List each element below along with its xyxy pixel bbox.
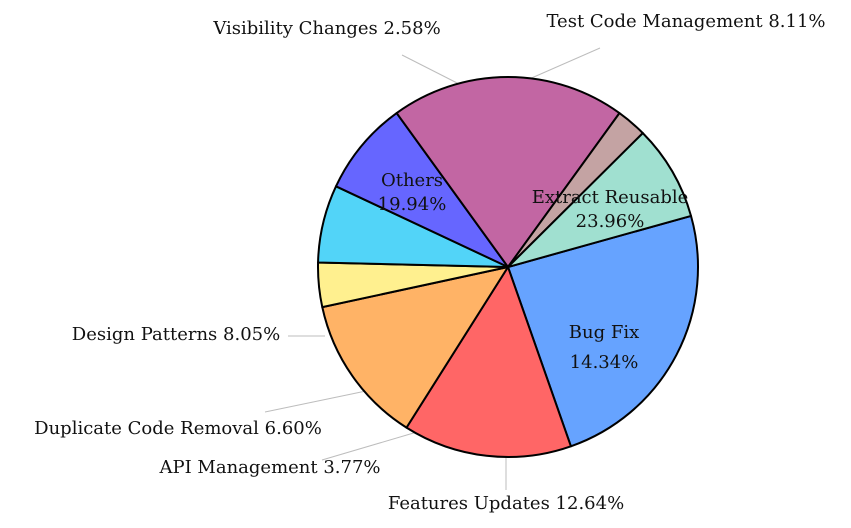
- label-features-updates-name: Features Updates: [388, 493, 550, 514]
- slice-others: [395, 76, 621, 268]
- leader-lines: [264, 47, 601, 490]
- label-extract-reusable-name: Extract Reusable: [532, 187, 689, 208]
- label-bug-fix-value: 14.34%: [570, 352, 639, 373]
- label-design-patterns: Design Patterns 8.05%: [72, 324, 280, 345]
- slice-labels: Extract Reusable 23.96% Bug Fix 14.34% Featu…: [34, 11, 825, 514]
- label-visibility-changes-value: 2.58%: [378, 18, 441, 39]
- label-duplicate-code-removal: Duplicate Code Removal 6.60%: [34, 418, 322, 439]
- label-others-name: Others: [381, 170, 443, 191]
- slice-extract-reusable: [507, 214, 699, 448]
- label-extract-reusable-value: 23.96%: [576, 211, 645, 232]
- label-features-updates-value: 12.64%: [550, 493, 624, 514]
- slice-test-code-management: [507, 132, 692, 268]
- slice-design-patterns: [335, 112, 509, 268]
- leader-api-management: [321, 431, 418, 461]
- slice-bug-fix: [405, 266, 572, 458]
- leader-duplicate-code-removal: [264, 390, 367, 413]
- label-test-code-management-name: Test Code Management: [546, 11, 763, 32]
- slice-features-updates: [321, 266, 509, 429]
- label-test-code-management: Test Code Management 8.11%: [546, 11, 825, 32]
- label-features-updates: Features Updates 12.64%: [388, 493, 624, 514]
- label-duplicate-code-removal-value: 6.60%: [259, 418, 322, 439]
- label-test-code-management-value: 8.11%: [763, 11, 826, 32]
- label-visibility-changes-name: Visibility Changes: [212, 18, 377, 39]
- label-api-management-name: API Management: [158, 457, 318, 478]
- label-visibility-changes: Visibility Changes 2.58%: [212, 18, 440, 39]
- leader-test-code-management: [526, 47, 601, 81]
- label-design-patterns-value: 8.05%: [217, 324, 280, 345]
- label-design-patterns-name: Design Patterns: [72, 324, 218, 345]
- label-others-value: 19.94%: [378, 194, 447, 215]
- label-bug-fix-name: Bug Fix: [569, 322, 639, 343]
- leader-visibility-changes: [401, 54, 464, 87]
- label-duplicate-code-removal-name: Duplicate Code Removal: [34, 418, 259, 439]
- label-api-management: API Management 3.77%: [158, 457, 380, 478]
- label-api-management-value: 3.77%: [318, 457, 381, 478]
- pie-slices: [317, 76, 699, 458]
